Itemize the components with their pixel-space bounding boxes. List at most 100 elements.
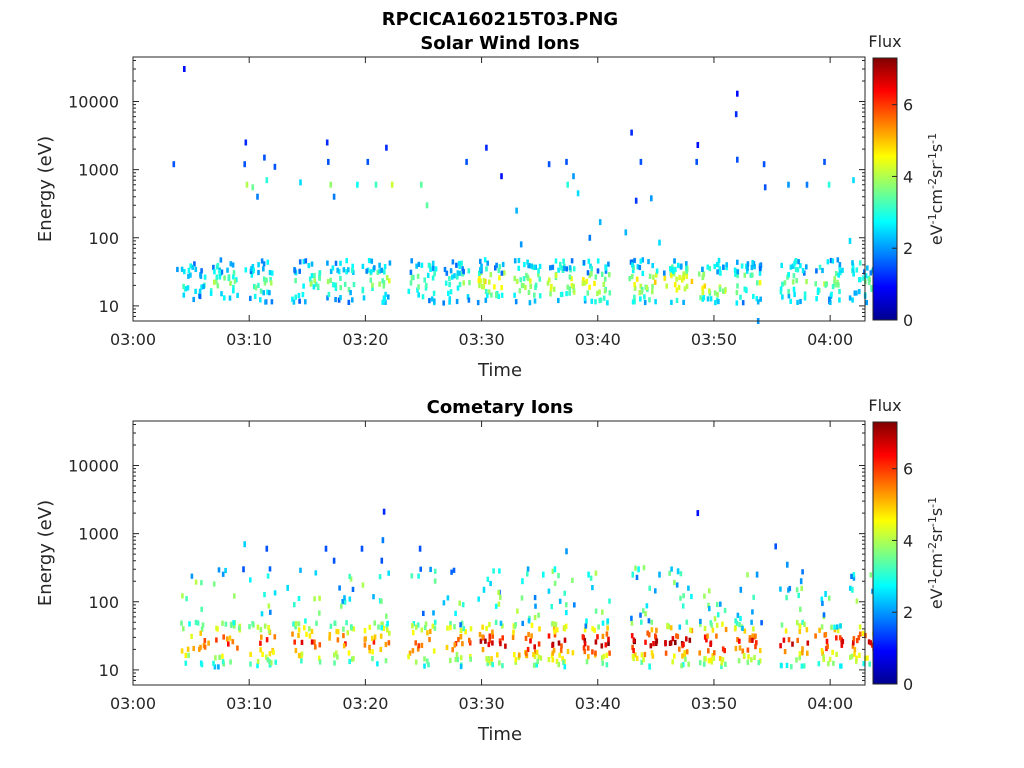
flux-cell	[184, 286, 188, 292]
flux-cell	[752, 594, 755, 600]
flux-cell	[491, 629, 494, 635]
flux-cell	[685, 261, 688, 267]
flux-cell	[751, 272, 754, 278]
flux-cell	[526, 566, 530, 572]
flux-cell	[631, 571, 635, 578]
flux-cell	[455, 298, 459, 305]
flux-cell	[350, 267, 354, 274]
flux-cell	[832, 660, 835, 666]
flux-cell	[203, 644, 207, 650]
flux-cell	[552, 621, 555, 627]
flux-cell	[445, 644, 449, 651]
flux-cell	[716, 261, 719, 268]
flux-cell	[380, 557, 384, 564]
flux-cell	[553, 632, 557, 638]
flux-cell	[785, 662, 789, 668]
flux-cell	[557, 662, 560, 668]
flux-cell	[386, 620, 389, 626]
flux-cell	[570, 276, 573, 282]
flux-cell	[260, 634, 263, 640]
flux-cell	[431, 623, 435, 629]
flux-cell	[384, 641, 388, 648]
flux-cell	[855, 598, 859, 604]
flux-cell	[236, 645, 239, 651]
flux-cell	[597, 624, 600, 630]
flux-cell	[602, 281, 606, 287]
flux-cell	[305, 631, 308, 637]
flux-cell	[486, 661, 489, 667]
flux-cell	[450, 569, 453, 575]
flux-cell	[677, 262, 680, 268]
flux-cell	[479, 258, 482, 264]
flux-cell	[583, 637, 587, 644]
flux-cell	[631, 259, 634, 265]
flux-cell	[648, 585, 651, 591]
flux-cell	[717, 299, 720, 305]
colorbar-tick-label: 6	[903, 96, 913, 115]
flux-cell	[265, 637, 269, 643]
flux-cell	[825, 281, 828, 287]
flux-cell	[710, 622, 713, 628]
flux-cell	[734, 645, 738, 652]
flux-cell	[514, 659, 517, 665]
flux-cell	[230, 622, 233, 628]
flux-cell	[587, 654, 590, 660]
x-tick-label: 03:00	[110, 694, 156, 713]
flux-cell	[416, 273, 420, 279]
flux-cell	[381, 537, 385, 544]
flux-cell	[333, 660, 336, 666]
colorbar-title: Flux	[868, 396, 901, 415]
flux-cell	[352, 626, 356, 632]
flux-cell	[482, 284, 486, 290]
flux-cell	[591, 649, 594, 655]
flux-cell	[586, 270, 590, 276]
flux-cell	[298, 298, 301, 304]
flux-cell	[270, 299, 274, 305]
flux-cell	[570, 283, 574, 289]
flux-cell	[588, 234, 592, 241]
flux-cell	[318, 270, 321, 276]
flux-cell	[371, 656, 374, 662]
flux-cell	[424, 621, 428, 627]
flux-cell	[423, 656, 426, 662]
flux-cell	[851, 263, 855, 269]
flux-cell	[571, 577, 574, 583]
flux-cell	[201, 622, 205, 628]
flux-cell	[606, 618, 610, 624]
flux-cell	[831, 649, 834, 655]
flux-cell	[800, 585, 803, 591]
flux-cell	[695, 158, 698, 165]
flux-cell	[231, 262, 235, 268]
flux-cell	[304, 258, 308, 264]
flux-cell	[750, 264, 754, 271]
flux-cell	[221, 659, 225, 665]
flux-cell	[500, 285, 503, 291]
flux-cell	[433, 619, 437, 625]
flux-cell	[849, 585, 852, 591]
flux-cell	[633, 299, 636, 305]
flux-cell	[334, 285, 338, 292]
flux-cell	[445, 270, 449, 276]
flux-cell	[368, 644, 371, 650]
flux-cell	[571, 650, 575, 656]
flux-cell	[537, 268, 540, 274]
flux-cell	[584, 623, 588, 629]
flux-cell	[687, 661, 690, 667]
x-tick-label: 03:20	[342, 694, 388, 713]
flux-cell	[736, 637, 739, 643]
flux-cell	[341, 599, 344, 605]
flux-cell	[530, 633, 533, 639]
flux-cell	[332, 193, 336, 200]
flux-cell	[302, 283, 305, 289]
flux-cell	[207, 640, 210, 646]
flux-cell	[821, 267, 824, 274]
flux-cell	[513, 275, 517, 281]
flux-cell	[218, 274, 222, 280]
flux-cell	[261, 651, 264, 657]
flux-cell	[328, 631, 332, 638]
flux-cell	[518, 652, 521, 658]
flux-cell	[385, 613, 388, 619]
flux-cell	[513, 258, 517, 264]
flux-cell	[383, 269, 386, 275]
flux-cell	[488, 633, 492, 639]
